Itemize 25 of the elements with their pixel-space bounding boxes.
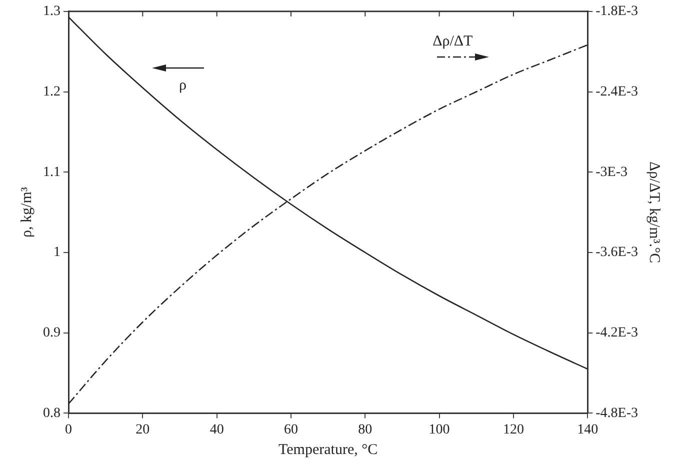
y-tick-label: 1.1 bbox=[43, 164, 60, 180]
y-tick-label: 1.2 bbox=[43, 84, 60, 100]
y-tick-label: 1 bbox=[54, 245, 60, 260]
x-axis-title: Temperature, °C bbox=[278, 442, 378, 458]
y2-tick-label: -3.6E-3 bbox=[596, 245, 638, 260]
x-tick-label: 20 bbox=[136, 422, 150, 438]
x-tick-label: 140 bbox=[577, 422, 598, 438]
y2-tick-label: -2.4E-3 bbox=[596, 84, 638, 100]
y-axis-title: ρ, kg/m³ bbox=[18, 186, 35, 238]
y2-tick-label: -4.8E-3 bbox=[596, 406, 638, 421]
annotation: Δρ/ΔT bbox=[432, 33, 473, 50]
y2-tick-label: -1.8E-3 bbox=[596, 4, 638, 20]
x-tick-label: 60 bbox=[284, 422, 298, 438]
x-tick-label: 100 bbox=[428, 422, 450, 438]
y-tick-label: 0.9 bbox=[43, 326, 60, 341]
y-tick-label: 0.8 bbox=[43, 406, 60, 421]
y-tick-label: 1.3 bbox=[43, 4, 60, 20]
x-tick-label: 80 bbox=[358, 422, 372, 438]
y2-tick-label: -3E-3 bbox=[596, 164, 628, 180]
y2-tick-label: -4.2E-3 bbox=[596, 326, 638, 341]
x-tick-label: 40 bbox=[210, 422, 224, 438]
x-tick-label: 0 bbox=[65, 422, 72, 438]
x-tick-label: 120 bbox=[502, 422, 524, 438]
annotation: ρ bbox=[178, 78, 186, 94]
y2-axis-title: Δρ/ΔT, kg/m³.°C bbox=[646, 162, 662, 264]
